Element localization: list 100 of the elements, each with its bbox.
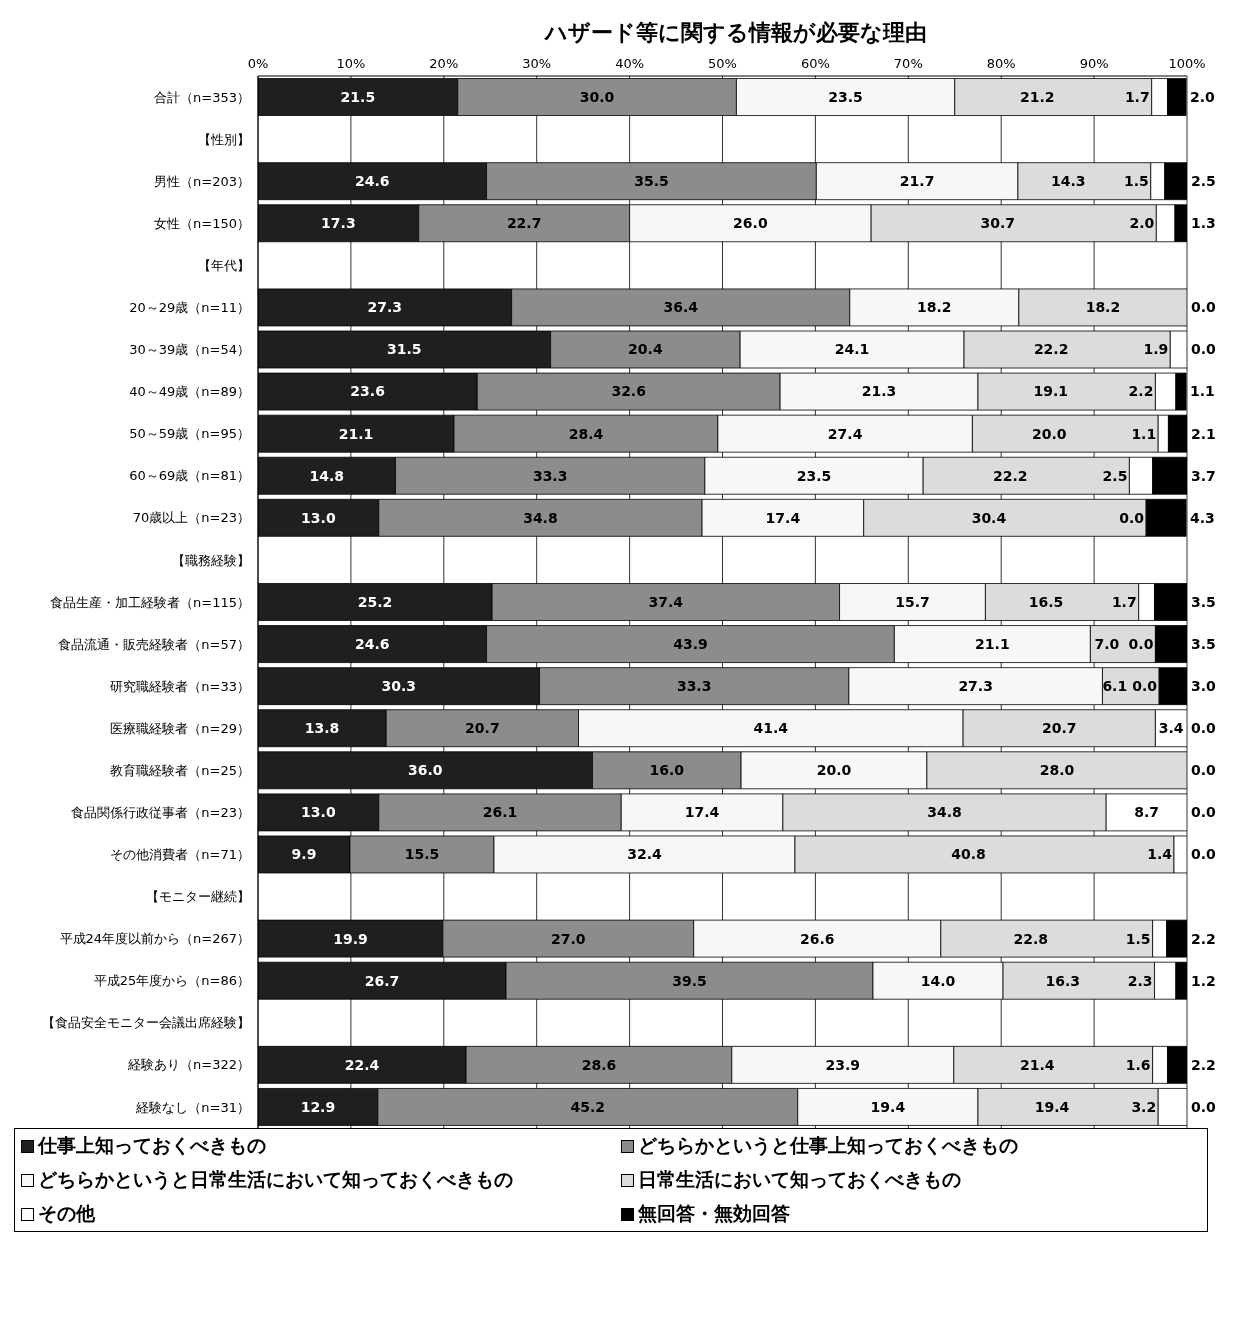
data-label: 2.2 — [1191, 1056, 1216, 1073]
data-label: 25.2 — [357, 593, 393, 610]
data-label: 19.1 — [1033, 383, 1068, 400]
y-tick-label: 【食品安全モニター会議出席経験】 — [42, 1015, 250, 1031]
data-label: 30.7 — [980, 215, 1016, 232]
data-label: 20.0 — [1032, 425, 1067, 442]
y-tick-label: 平成24年度以前から（n=267） — [59, 931, 250, 947]
data-label: 27.3 — [367, 299, 403, 316]
y-tick-label: その他消費者（n=71） — [110, 847, 250, 863]
data-label: 41.4 — [753, 720, 789, 737]
data-label: 18.2 — [917, 299, 952, 316]
data-label: 30.0 — [579, 88, 615, 105]
data-label: 12.9 — [300, 1098, 336, 1115]
data-label: 26.0 — [733, 215, 768, 232]
data-label: 2.0 — [1190, 88, 1216, 105]
data-label: 2.3 — [1127, 972, 1153, 989]
y-tick-label: 50～59歳（n=95） — [129, 426, 250, 442]
data-label: 21.7 — [899, 173, 935, 190]
x-tick-label: 100% — [1168, 56, 1206, 71]
data-label: 35.5 — [634, 173, 669, 190]
y-tick-label: 男性（n=203） — [154, 173, 250, 189]
data-label: 0.0 — [1191, 846, 1217, 863]
data-label: 1.5 — [1123, 173, 1149, 190]
data-label: 30.4 — [971, 509, 1007, 526]
data-label: 14.3 — [1051, 173, 1086, 190]
legend-label: 無回答・無効回答 — [638, 1201, 790, 1226]
data-label: 3.5 — [1191, 593, 1216, 610]
data-label: 28.0 — [1039, 762, 1075, 779]
data-label: 24.1 — [834, 341, 870, 358]
y-tick-label: 食品関係行政従事者（n=23） — [71, 805, 250, 821]
data-label: 23.5 — [796, 467, 832, 484]
y-tick-label: 20～29歳（n=11） — [129, 300, 250, 316]
data-label: 28.6 — [581, 1056, 617, 1073]
data-label: 2.2 — [1128, 383, 1154, 400]
data-label: 27.4 — [827, 425, 863, 442]
data-label: 3.7 — [1191, 467, 1216, 484]
y-tick-label: 経験あり（n=322） — [127, 1057, 250, 1073]
data-label: 14.8 — [309, 467, 345, 484]
data-label: 34.8 — [523, 509, 558, 526]
data-label: 31.5 — [387, 341, 422, 358]
data-label: 13.0 — [301, 804, 336, 821]
data-label: 37.4 — [648, 593, 684, 610]
data-label: 15.5 — [404, 846, 440, 863]
data-label: 23.9 — [825, 1056, 861, 1073]
data-label: 3.5 — [1191, 635, 1216, 652]
y-tick-label: 【年代】 — [198, 257, 250, 273]
data-label: 6.1 — [1102, 678, 1128, 695]
y-tick-label: 40～49歳（n=89） — [129, 384, 250, 400]
data-label: 45.2 — [570, 1098, 606, 1115]
data-label: 21.4 — [1019, 1056, 1055, 1073]
data-label: 4.3 — [1190, 509, 1215, 526]
data-label: 23.6 — [350, 383, 385, 400]
data-label: 19.4 — [1034, 1098, 1070, 1115]
data-label: 24.6 — [354, 173, 390, 190]
legend-label: 仕事上知っておくべきもの — [38, 1133, 266, 1158]
x-tick-label: 90% — [1079, 56, 1109, 71]
data-label: 17.3 — [321, 215, 356, 232]
data-label: 1.7 — [1124, 88, 1150, 105]
data-label: 2.5 — [1102, 467, 1128, 484]
data-label: 21.3 — [861, 383, 897, 400]
y-tick-label: 医療職経験者（n=29） — [110, 720, 250, 736]
x-tick-label: 40% — [615, 56, 645, 71]
data-label: 23.5 — [828, 88, 863, 105]
data-label: 21.1 — [338, 425, 374, 442]
data-label: 16.5 — [1028, 593, 1064, 610]
data-label: 1.5 — [1125, 930, 1151, 947]
data-label: 22.4 — [344, 1056, 380, 1073]
y-tick-label: 60～69歳（n=81） — [129, 468, 250, 484]
y-tick-label: 教育職経験者（n=25） — [110, 762, 250, 778]
data-label: 33.3 — [532, 467, 568, 484]
data-label: 36.4 — [663, 299, 699, 316]
x-tick-label: 30% — [522, 56, 552, 71]
data-label: 13.0 — [301, 509, 336, 526]
data-label: 1.2 — [1191, 972, 1216, 989]
data-label: 2.5 — [1191, 173, 1216, 190]
x-tick-label: 0% — [247, 56, 269, 71]
data-label: 3.2 — [1131, 1098, 1157, 1115]
y-tick-label: 平成25年度から（n=86） — [93, 973, 250, 989]
data-label: 0.0 — [1132, 678, 1158, 695]
y-tick-label: 70歳以上（n=23） — [132, 510, 250, 526]
data-label: 0.0 — [1191, 762, 1217, 779]
data-label: 14.0 — [920, 972, 956, 989]
data-label: 20.0 — [816, 762, 852, 779]
data-label: 22.7 — [506, 215, 542, 232]
data-label: 26.6 — [799, 930, 835, 947]
data-label: 30.3 — [381, 678, 417, 695]
data-label: 22.8 — [1013, 930, 1048, 947]
data-label: 22.2 — [1033, 341, 1069, 358]
x-tick-label: 80% — [986, 56, 1016, 71]
data-label: 3.4 — [1158, 720, 1184, 737]
data-label: 0.0 — [1128, 635, 1154, 652]
y-tick-label: 食品流通・販売経験者（n=57） — [58, 636, 250, 652]
y-tick-label: 女性（n=150） — [154, 215, 250, 231]
data-label: 0.0 — [1191, 720, 1217, 737]
data-label: 16.0 — [649, 762, 685, 779]
y-tick-label: 食品生産・加工経験者（n=115） — [50, 594, 250, 610]
data-label: 32.4 — [627, 846, 662, 863]
data-label: 0.0 — [1191, 299, 1217, 316]
data-label: 1.1 — [1131, 425, 1157, 442]
data-label: 17.4 — [765, 509, 801, 526]
